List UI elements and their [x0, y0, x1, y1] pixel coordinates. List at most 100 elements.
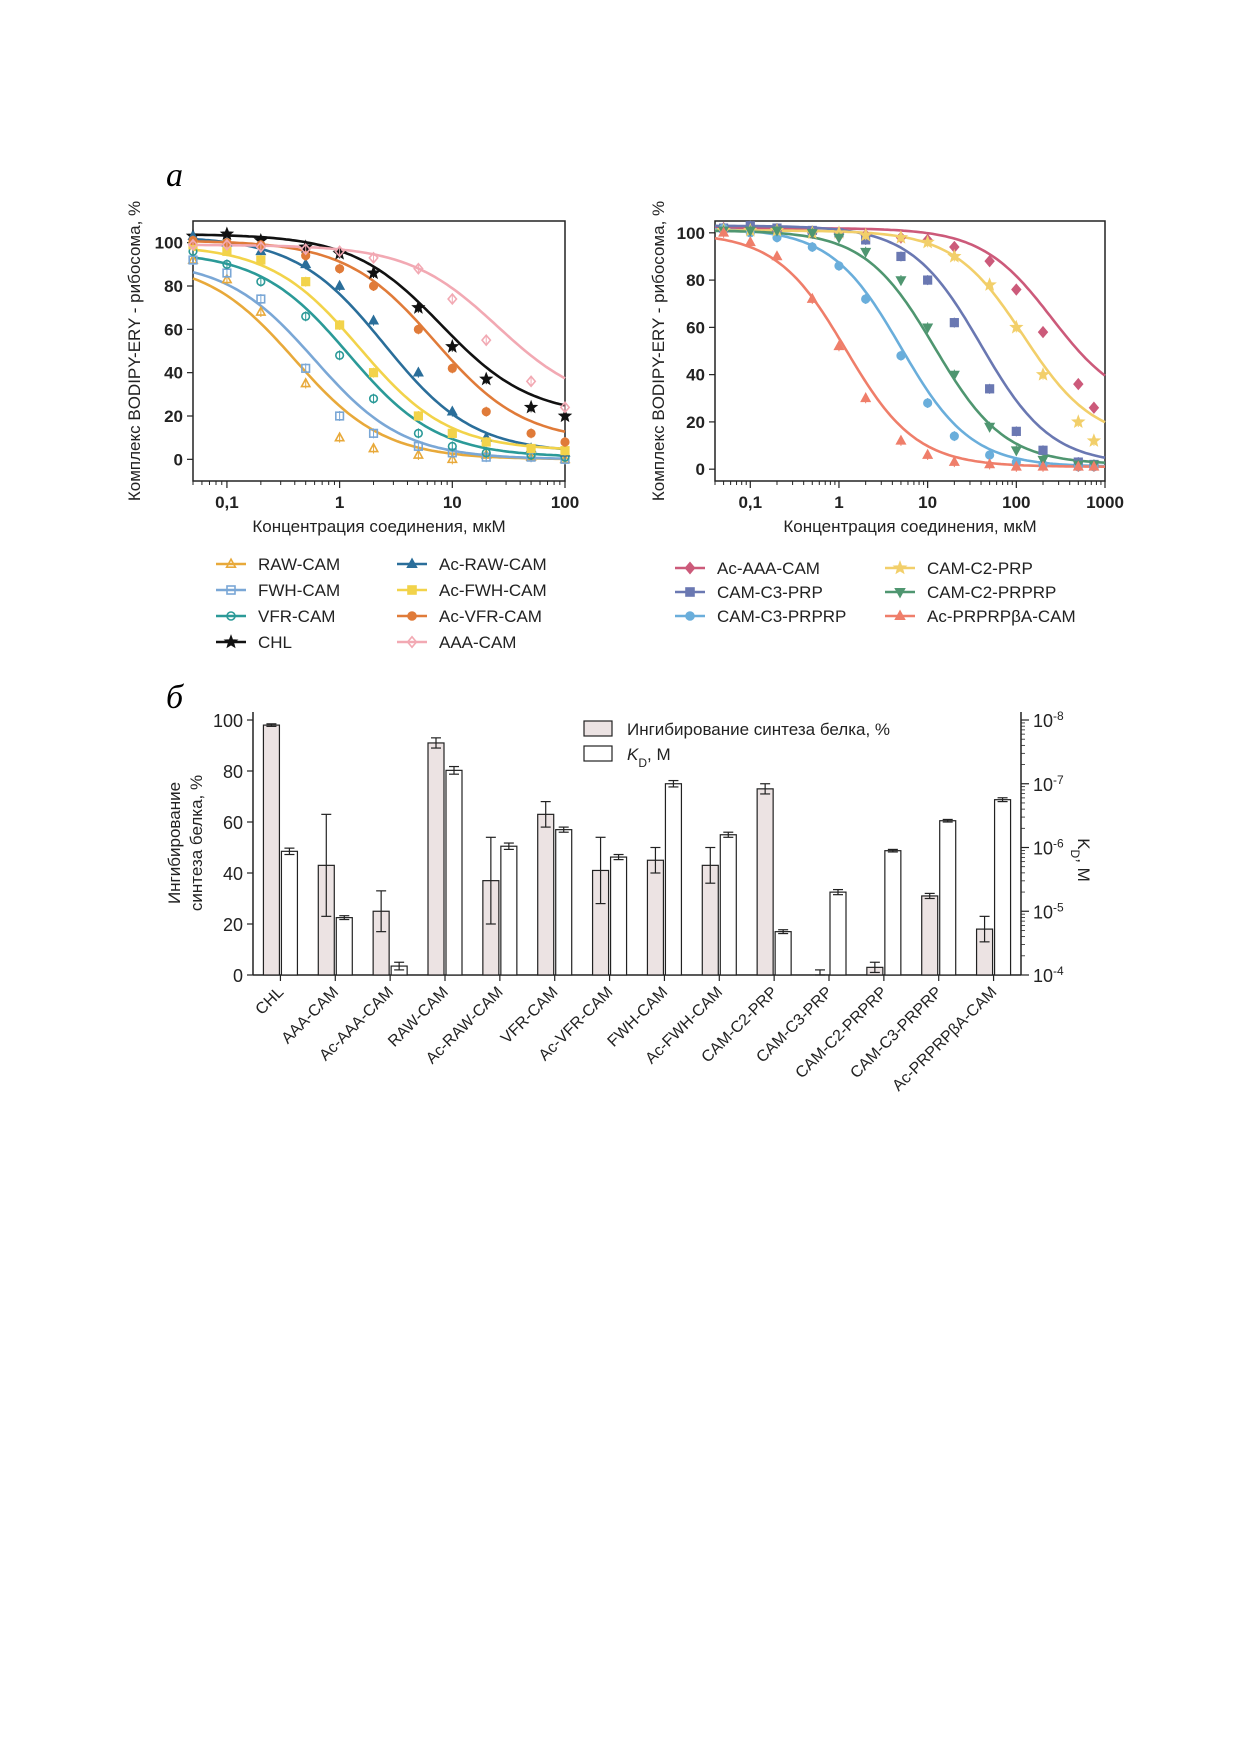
x-tick-label: 1 — [335, 493, 344, 512]
point-vfr-cam — [256, 277, 266, 287]
legend-label-fwh-cam: FWH-CAM — [258, 581, 340, 600]
point-aaa-cam — [368, 251, 379, 265]
curve-ac-raw-cam — [192, 237, 566, 451]
point-ac-vfr-cam — [560, 437, 570, 447]
point-cam-c2-prprp — [1010, 446, 1022, 457]
point-ac-fwh-cam — [301, 277, 311, 287]
point-ac-prprp-a-cam — [1088, 460, 1100, 471]
y-tick-label: 80 — [686, 271, 705, 290]
point-cam-c3-prprp — [985, 450, 995, 460]
bar-kd — [993, 799, 1012, 976]
legend-marker-ac-prprp-a-cam — [894, 609, 906, 621]
category-label: CAM-C3-PRPRP — [847, 984, 945, 1082]
chart-a-right-xlabel: Концентрация соединения, мкМ — [783, 517, 1036, 536]
curve-ac-fwh-cam — [192, 248, 566, 450]
bar-inhibition — [537, 813, 555, 976]
point-cam-c2-prprp — [771, 226, 783, 237]
point-aaa-cam — [255, 240, 267, 254]
point-vfr-cam — [368, 394, 379, 404]
chart-a-left: 0 20 40 60 80 100 0,1 1 10 100 Концентрация соеди… — [125, 201, 579, 652]
y-tick-label: 80 — [223, 762, 243, 782]
x-tick-label: 10 — [443, 493, 462, 512]
y-tick-label: 0 — [233, 966, 243, 986]
chart-a-left-ylabel: Комплекс BODIPY-ERY - рибосома, % — [125, 201, 144, 501]
legend-label-kd: KD, M — [627, 745, 671, 770]
point-ac-prprp-a-cam — [744, 236, 756, 247]
y-tick-label: 0 — [696, 460, 705, 479]
point-ac-raw-cam — [300, 258, 312, 269]
point-aaa-cam — [447, 292, 458, 306]
point-cam-c2-prprp — [984, 422, 996, 433]
point-ac-fwh-cam — [335, 320, 345, 330]
x-tick-label: 100 — [1002, 493, 1030, 512]
bar-kd — [500, 845, 518, 976]
curve-chl — [193, 233, 566, 407]
legend-label-raw-cam: RAW-CAM — [258, 555, 340, 574]
bar-kd — [719, 834, 737, 976]
legend-marker-ac-aaa-cam — [684, 561, 696, 575]
point-cam-c3-prp — [896, 251, 906, 262]
point-fwh-cam — [256, 294, 266, 304]
point-chl — [523, 399, 539, 414]
point-cam-c3-prp — [949, 318, 959, 328]
point-ac-raw-cam — [412, 366, 424, 377]
point-fwh-cam — [301, 363, 311, 373]
point-ac-fwh-cam — [413, 411, 423, 421]
x-tick-label: 0,1 — [215, 493, 239, 512]
point-cam-c2-prprp — [806, 228, 818, 240]
legend-swatch-inhibition — [583, 720, 613, 737]
point-fwh-cam — [368, 428, 379, 438]
point-cam-c2-prp — [1009, 319, 1024, 334]
legend-label-ac-raw-cam: Ac-RAW-CAM — [439, 555, 547, 574]
curve-vfr-cam — [192, 256, 566, 457]
point-vfr-cam — [335, 350, 345, 360]
y-tick-label: 100 — [213, 711, 243, 731]
point-cam-c2-prp — [893, 229, 909, 244]
point-cam-c3-prprp — [861, 294, 871, 304]
legend-marker-raw-cam — [225, 557, 237, 569]
legend-marker-cam-c2-prprp — [894, 587, 906, 599]
point-ac-prprp-a-cam — [806, 292, 818, 303]
y-tick-label: 60 — [223, 813, 243, 833]
point-ac-vfr-cam — [368, 281, 379, 291]
curve-cam-c2-prprp — [715, 229, 1106, 464]
curve-ac-vfr-cam — [193, 240, 566, 433]
point-vfr-cam — [301, 311, 311, 321]
point-ac-fwh-cam — [368, 368, 379, 378]
point-cam-c2-prprp — [948, 370, 960, 381]
point-ac-prprp-a-cam — [984, 458, 996, 469]
y-tick-label: 60 — [164, 320, 183, 339]
point-ac-prprp-a-cam — [1037, 460, 1049, 471]
point-ac-fwh-cam — [447, 428, 457, 438]
y-tick-label: 40 — [223, 864, 243, 884]
point-vfr-cam — [413, 428, 423, 438]
y-tick-label: 40 — [686, 366, 705, 385]
point-ac-raw-cam — [446, 405, 458, 416]
category-label: Ac-PRPRPβA-CAM — [889, 984, 1000, 1095]
curve-cam-c3-prprp — [714, 228, 1106, 468]
chart-a-right-frame — [714, 220, 1106, 482]
y2-tick-label: 10-4 — [1033, 964, 1064, 986]
point-cam-c2-prprp — [895, 276, 907, 287]
point-cam-c2-prp — [1086, 433, 1102, 447]
bar-kd — [609, 856, 628, 976]
curve-aaa-cam — [193, 243, 566, 380]
point-cam-c2-prp — [1035, 367, 1051, 381]
legend-label-ac-fwh-cam: Ac-FWH-CAM — [439, 581, 547, 600]
bar-kd — [774, 931, 792, 976]
y2-tick-label: 10-5 — [1033, 900, 1064, 922]
point-ac-prprp-a-cam — [922, 448, 934, 459]
x-tick-label: 1000 — [1086, 493, 1124, 512]
legend-label-cam-c3-prprp: CAM-C3-PRPRP — [717, 607, 846, 626]
y-tick-label: 20 — [686, 413, 705, 432]
point-ac-prprp-a-cam — [948, 455, 960, 466]
point-cam-c2-prp — [920, 234, 935, 249]
point-vfr-cam — [222, 259, 232, 269]
point-aaa-cam — [481, 333, 492, 347]
point-chl — [557, 408, 573, 423]
point-aaa-cam — [300, 242, 311, 256]
category-label: CAM-C2-PRPRP — [793, 984, 891, 1082]
point-ac-fwh-cam — [256, 255, 266, 265]
point-ac-vfr-cam — [481, 407, 491, 417]
legend-label-inhibition: Ингибирование синтеза белка, % — [627, 720, 890, 739]
